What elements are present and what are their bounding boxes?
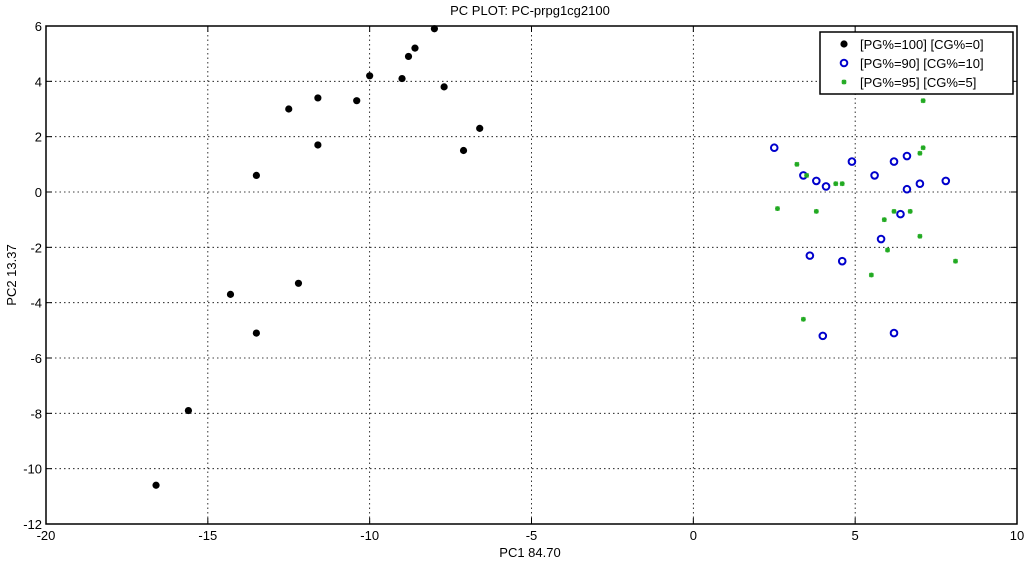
data-point: [404, 52, 413, 61]
data-point: [917, 150, 923, 156]
data-point: [902, 184, 912, 194]
legend-entry: [PG%=95] [CG%=5]: [841, 75, 976, 90]
data-point: [881, 217, 887, 223]
data-points: [152, 25, 958, 489]
grid-lines: [46, 26, 1017, 524]
data-point: [891, 208, 897, 214]
data-point: [411, 44, 419, 52]
data-point: [896, 209, 905, 219]
y-tick-label: 0: [35, 185, 42, 200]
x-tick-label: 5: [852, 528, 859, 543]
data-point: [889, 157, 899, 166]
data-point: [398, 74, 406, 83]
data-point: [794, 161, 800, 167]
series-1: [152, 25, 484, 489]
legend-marker: [841, 79, 847, 85]
data-point: [870, 171, 879, 180]
data-point: [152, 481, 160, 489]
legend-entry: [PG%=90] [CG%=10]: [839, 56, 984, 71]
data-point: [476, 124, 484, 132]
legend-marker: [840, 40, 848, 48]
y-tick-label: -2: [30, 240, 42, 255]
legend-label: [PG%=100] [CG%=0]: [860, 37, 984, 52]
data-point: [889, 328, 899, 338]
y-tick-label: -10: [23, 462, 42, 477]
x-tick-label: -10: [360, 528, 379, 543]
data-point: [366, 72, 374, 80]
data-point: [885, 247, 890, 253]
data-point: [920, 98, 926, 104]
data-point: [314, 94, 322, 102]
data-point: [800, 316, 806, 322]
data-point: [907, 208, 913, 214]
data-point: [839, 181, 845, 187]
data-point: [285, 105, 293, 113]
y-tick-label: 6: [35, 19, 42, 34]
data-point: [833, 181, 839, 187]
data-point: [805, 251, 815, 260]
data-point: [953, 258, 958, 264]
x-tick-label: -20: [37, 528, 56, 543]
data-point: [184, 406, 193, 415]
y-tick-label: -8: [30, 406, 42, 421]
x-axis-label: PC1 84.70: [499, 545, 560, 560]
y-axis-label: PC2 13.37: [4, 244, 19, 305]
series-3: [775, 98, 958, 322]
data-point: [294, 279, 303, 287]
legend-label: [PG%=90] [CG%=10]: [860, 56, 984, 71]
data-point: [226, 290, 235, 298]
data-point: [252, 171, 260, 179]
legend-label: [PG%=95] [CG%=5]: [860, 75, 976, 90]
data-point: [837, 256, 847, 266]
x-tick-label: 10: [1010, 528, 1024, 543]
data-point: [440, 83, 448, 91]
data-point: [430, 25, 438, 33]
data-point: [941, 176, 951, 186]
data-point: [775, 206, 780, 212]
legend: [PG%=100] [CG%=0] [PG%=90] [CG%=10] [PG%=9…: [819, 31, 1014, 95]
x-tick-label: -5: [526, 528, 538, 543]
data-point: [917, 233, 923, 239]
x-tick-label: -15: [198, 528, 217, 543]
data-point: [818, 331, 828, 341]
data-point: [821, 182, 831, 191]
y-tick-label: -4: [30, 296, 42, 311]
data-point: [876, 234, 886, 244]
data-point: [812, 176, 821, 186]
data-point: [902, 151, 912, 161]
data-point: [252, 329, 260, 337]
y-tick-label: -6: [30, 351, 42, 366]
data-point: [353, 97, 361, 105]
data-point: [915, 179, 925, 188]
chart-title: PC PLOT: PC-prpg1cg2100: [450, 3, 610, 18]
data-point: [868, 272, 874, 278]
data-point: [847, 157, 857, 166]
data-point: [459, 146, 468, 155]
y-tick-label: 4: [35, 74, 42, 89]
data-point: [920, 145, 926, 151]
y-tick-label: -12: [23, 517, 42, 532]
x-tick-label: 0: [690, 528, 697, 543]
data-point: [769, 143, 779, 153]
legend-marker: [839, 58, 849, 68]
legend-entry: [PG%=100] [CG%=0]: [840, 37, 984, 52]
y-tick-label: 2: [35, 130, 42, 145]
data-point: [804, 172, 810, 178]
series-2: [769, 143, 951, 341]
data-point: [813, 208, 819, 214]
legend-box: [819, 31, 1014, 95]
data-point: [314, 141, 322, 149]
